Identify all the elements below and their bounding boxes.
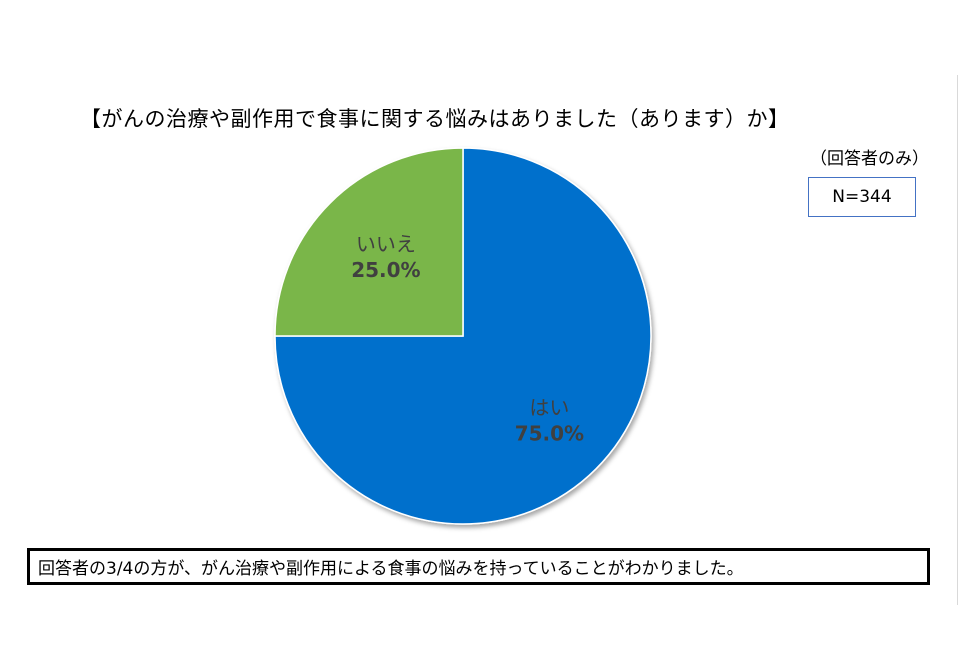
slice-label-1: いいえ	[356, 232, 416, 256]
slice-value-label-1: 25.0%	[351, 258, 420, 282]
slice-value-label-0: 75.0%	[515, 421, 584, 445]
sample-size-box: N=344	[808, 177, 916, 217]
sample-size-label: N=344	[832, 187, 892, 207]
respondent-note: （回答者のみ）	[810, 149, 929, 169]
slice-label-0: はい	[529, 395, 569, 419]
right-border-rule	[957, 75, 958, 605]
pie-slice-1	[274, 147, 464, 337]
chart-title: 【がんの治療や副作用で食事に関する悩みはありました（あります）か】	[80, 107, 790, 131]
summary-text: 回答者の3/4の方が、がん治療や副作用による食事の悩みを持っていることがわかりま…	[38, 559, 744, 579]
summary-box: 回答者の3/4の方が、がん治療や副作用による食事の悩みを持っていることがわかりま…	[27, 548, 930, 585]
